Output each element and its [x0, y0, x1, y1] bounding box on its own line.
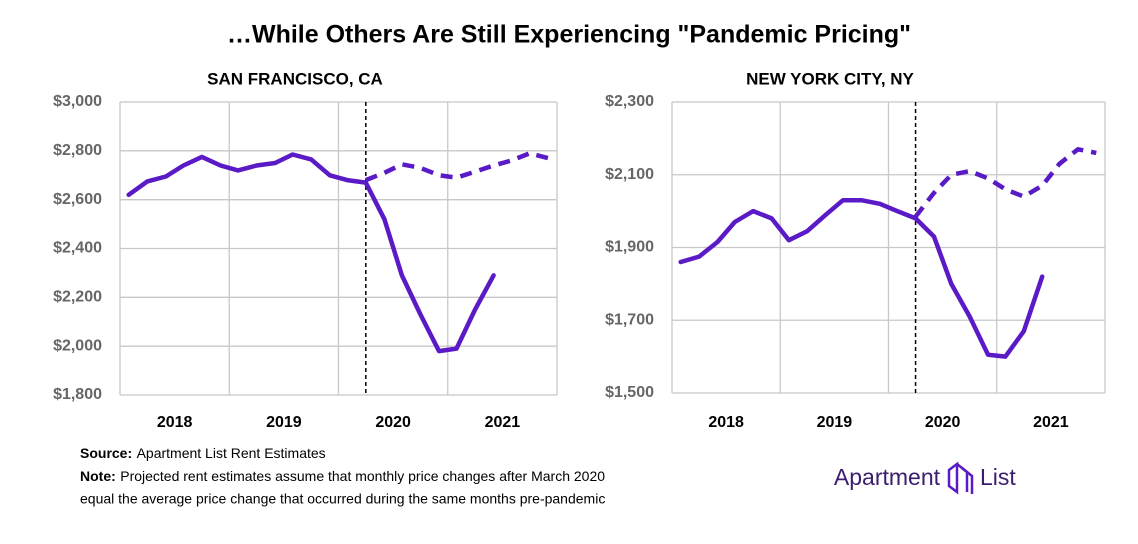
source: Source: Apartment List Rent Estimates: [80, 445, 326, 463]
logo-text: List: [980, 464, 1016, 490]
x-tick-label: 2018: [157, 414, 193, 431]
y-tick-label: $1,500: [605, 384, 654, 401]
note-text: equal the average price change that occu…: [80, 491, 605, 507]
projected-line: [364, 151, 549, 183]
x-tick-label: 2018: [708, 414, 744, 431]
note: Note: Projected rent estimates assume th…: [80, 468, 605, 486]
x-tick-label: 2021: [1033, 414, 1069, 431]
y-tick-label: $2,800: [53, 142, 102, 159]
chart-title: SAN FRANCISCO, CA: [207, 69, 383, 88]
y-tick-label: $1,900: [605, 239, 654, 256]
actual-line: [126, 152, 496, 354]
y-tick-label: $2,200: [53, 289, 102, 306]
projected-line: [913, 147, 1097, 218]
x-tick-label: 2020: [925, 414, 961, 431]
actual-line: [678, 197, 1045, 359]
x-tick-label: 2019: [817, 414, 853, 431]
y-tick-label: $2,400: [53, 240, 102, 257]
y-tick-label: $3,000: [53, 93, 102, 110]
note-label: Note:: [80, 468, 116, 484]
source-text: Apartment List Rent Estimates: [137, 445, 326, 461]
y-tick-label: $2,600: [53, 191, 102, 208]
x-tick-label: 2019: [266, 414, 302, 431]
y-tick-label: $1,700: [605, 311, 654, 328]
y-tick-label: $2,300: [605, 93, 654, 110]
title: …While Others Are Still Experiencing "Pa…: [227, 21, 911, 49]
note-text: Projected rent estimates assume that mon…: [120, 468, 605, 484]
source-label: Source:: [80, 445, 132, 461]
logo-icon: [947, 461, 974, 495]
y-tick-label: $1,800: [53, 386, 102, 403]
y-tick-label: $2,100: [605, 166, 654, 183]
x-tick-label: 2021: [485, 414, 521, 431]
chart-title: NEW YORK CITY, NY: [746, 69, 914, 88]
y-tick-label: $2,000: [53, 337, 102, 354]
logo-text: Apartment: [834, 464, 941, 490]
x-tick-label: 2020: [375, 414, 411, 431]
